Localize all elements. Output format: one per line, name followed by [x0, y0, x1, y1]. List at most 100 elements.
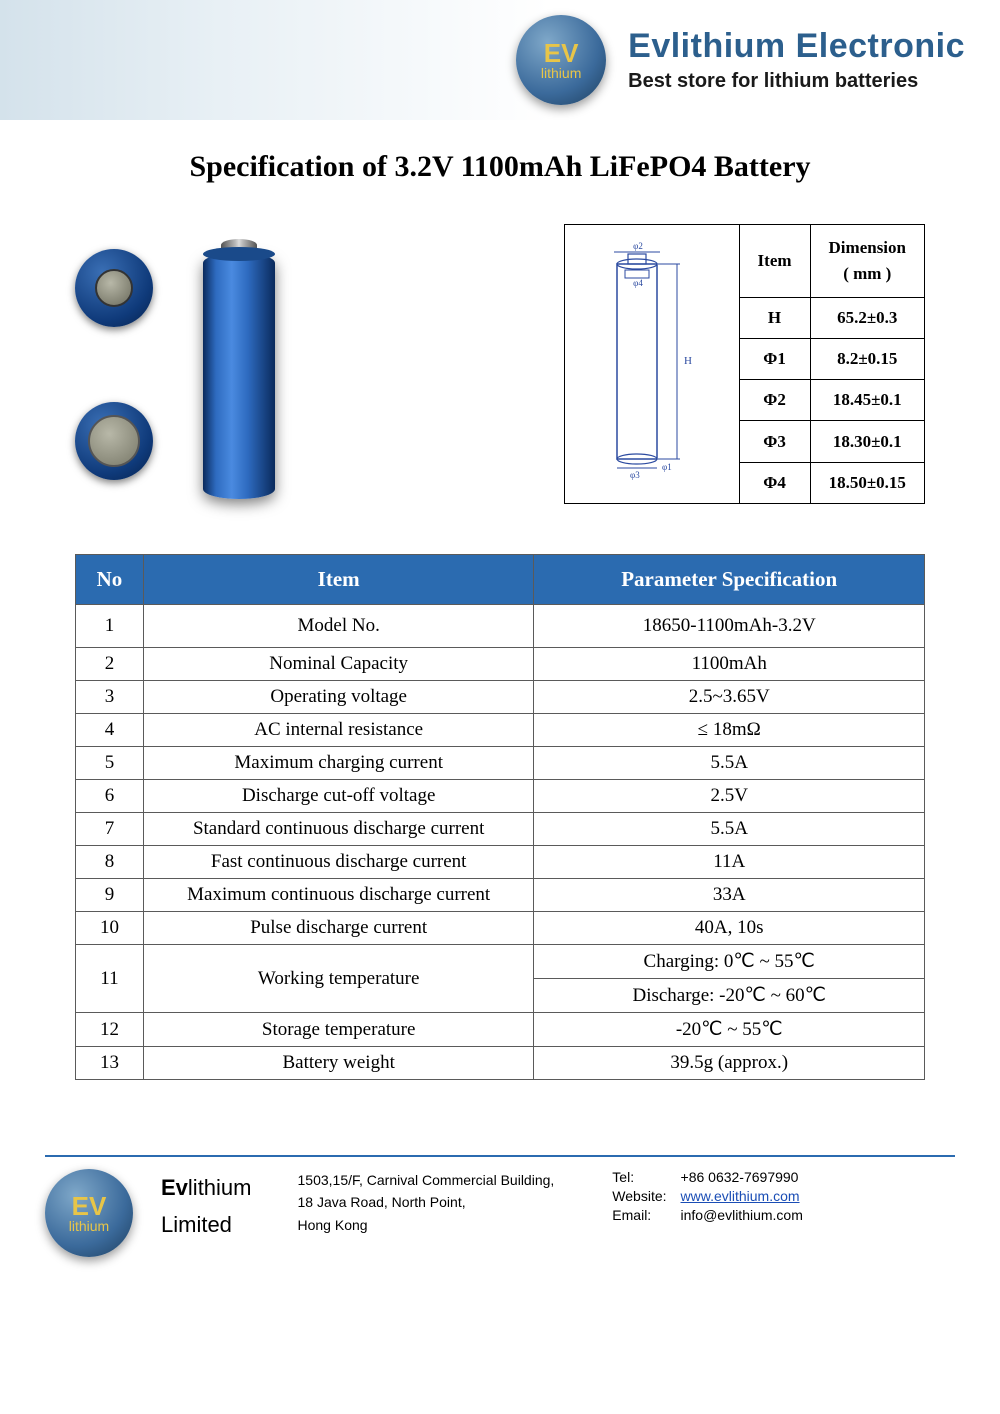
header-subtitle: Best store for lithium batteries: [628, 70, 965, 93]
spec-no: 2: [76, 648, 144, 681]
spec-param: ≤ 18mΩ: [534, 714, 925, 747]
spec-no: 1: [76, 605, 144, 648]
spec-item: Working temperature: [143, 945, 534, 1013]
spec-no: 12: [76, 1013, 144, 1047]
spec-row: 1Model No.18650-1100mAh-3.2V: [76, 605, 925, 648]
h-label: H: [684, 355, 692, 367]
phi4-label: φ4: [633, 278, 643, 288]
footer-logo: EV lithium: [45, 1169, 133, 1257]
spec-no: 4: [76, 714, 144, 747]
spec-item: AC internal resistance: [143, 714, 534, 747]
spec-head-param: Parameter Specification: [534, 555, 925, 605]
spec-head-item: Item: [143, 555, 534, 605]
header-title: Evlithium Electronic: [628, 27, 965, 66]
logo-ev-text: EV: [544, 40, 579, 66]
dim-label: Φ3: [740, 421, 810, 462]
spec-no: 8: [76, 846, 144, 879]
spec-row: 11Working temperatureCharging: 0℃ ~ 55℃: [76, 945, 925, 979]
footer: EV lithium Evlithium Limited 1503,15/F, …: [0, 1169, 1000, 1287]
header-logo: EV lithium: [516, 15, 606, 105]
spec-no: 13: [76, 1047, 144, 1080]
phi1-label: φ1: [662, 462, 672, 472]
spec-no: 9: [76, 879, 144, 912]
phi2-label: φ2: [633, 241, 643, 251]
dimension-block: φ2 φ4 H φ3 φ1 Item Dimension ( mm ): [564, 224, 925, 504]
dimension-table: Item Dimension ( mm ) H65.2±0.3Φ18.2±0.1…: [740, 225, 924, 503]
dimension-diagram: φ2 φ4 H φ3 φ1: [565, 225, 740, 503]
spec-item: Nominal Capacity: [143, 648, 534, 681]
spec-param: Discharge: -20℃ ~ 60℃: [534, 979, 925, 1013]
dim-label: H: [740, 297, 810, 338]
upper-section: φ2 φ4 H φ3 φ1 Item Dimension ( mm ): [75, 224, 925, 504]
dim-value: 18.50±0.15: [810, 462, 924, 503]
spec-row: 12Storage temperature-20℃ ~ 55℃: [76, 1013, 925, 1047]
header: EV lithium Evlithium Electronic Best sto…: [0, 0, 1000, 120]
header-text: Evlithium Electronic Best store for lith…: [628, 27, 965, 93]
spec-row: 2Nominal Capacity1100mAh: [76, 648, 925, 681]
tel-label: Tel:: [612, 1169, 666, 1185]
dim-label: Φ4: [740, 462, 810, 503]
spec-row: 3Operating voltage2.5~3.65V: [76, 681, 925, 714]
spec-param: 2.5~3.65V: [534, 681, 925, 714]
spec-param: 5.5A: [534, 813, 925, 846]
spec-param: Charging: 0℃ ~ 55℃: [534, 945, 925, 979]
web-label: Website:: [612, 1188, 666, 1204]
dim-value: 18.45±0.1: [810, 380, 924, 421]
spec-param: 18650-1100mAh-3.2V: [534, 605, 925, 648]
spec-item: Standard continuous discharge current: [143, 813, 534, 846]
spec-item: Storage temperature: [143, 1013, 534, 1047]
dimension-row: Φ418.50±0.15: [740, 462, 924, 503]
footer-divider: [45, 1155, 955, 1157]
footer-company: Evlithium Limited: [161, 1169, 252, 1244]
dim-head-item: Item: [740, 225, 810, 297]
email-value: info@evlithium.com: [681, 1207, 803, 1223]
spec-row: 4AC internal resistance≤ 18mΩ: [76, 714, 925, 747]
spec-param: 1100mAh: [534, 648, 925, 681]
footer-contact: Tel: +86 0632-7697990 Website: www.evlit…: [612, 1169, 803, 1223]
dimension-row: Φ218.45±0.1: [740, 380, 924, 421]
email-label: Email:: [612, 1207, 666, 1223]
spec-item: Fast continuous discharge current: [143, 846, 534, 879]
spec-head-no: No: [76, 555, 144, 605]
spec-row: 8Fast continuous discharge current11A: [76, 846, 925, 879]
spec-param: 5.5A: [534, 747, 925, 780]
spec-no: 6: [76, 780, 144, 813]
spec-no: 7: [76, 813, 144, 846]
logo-sub-text: lithium: [541, 66, 581, 80]
spec-row: 6Discharge cut-off voltage2.5V: [76, 780, 925, 813]
dimension-row: Φ318.30±0.1: [740, 421, 924, 462]
phi3-label: φ3: [630, 470, 640, 480]
spec-param: 40A, 10s: [534, 912, 925, 945]
spec-table: No Item Parameter Specification 1Model N…: [75, 554, 925, 1080]
dimension-row: Φ18.2±0.15: [740, 338, 924, 379]
web-link[interactable]: www.evlithium.com: [681, 1188, 800, 1204]
spec-row: 5Maximum charging current5.5A: [76, 747, 925, 780]
dimension-row: H65.2±0.3: [740, 297, 924, 338]
spec-param: -20℃ ~ 55℃: [534, 1013, 925, 1047]
spec-param: 39.5g (approx.): [534, 1047, 925, 1080]
spec-param: 11A: [534, 846, 925, 879]
battery-side-view: [203, 239, 275, 504]
spec-row: 10Pulse discharge current40A, 10s: [76, 912, 925, 945]
spec-no: 10: [76, 912, 144, 945]
spec-item: Battery weight: [143, 1047, 534, 1080]
battery-top-view: [75, 249, 153, 327]
spec-param: 2.5V: [534, 780, 925, 813]
battery-bottom-view: [75, 402, 153, 480]
dim-head-dimension: Dimension ( mm ): [810, 225, 924, 297]
spec-item: Maximum charging current: [143, 747, 534, 780]
spec-item: Model No.: [143, 605, 534, 648]
dim-value: 65.2±0.3: [810, 297, 924, 338]
dim-label: Φ2: [740, 380, 810, 421]
spec-row: 13Battery weight39.5g (approx.): [76, 1047, 925, 1080]
footer-address: 1503,15/F, Carnival Commercial Building,…: [298, 1169, 555, 1236]
spec-no: 11: [76, 945, 144, 1013]
spec-no: 5: [76, 747, 144, 780]
battery-views: [75, 224, 544, 504]
spec-row: 7Standard continuous discharge current5.…: [76, 813, 925, 846]
spec-no: 3: [76, 681, 144, 714]
spec-item: Operating voltage: [143, 681, 534, 714]
spec-item: Maximum continuous discharge current: [143, 879, 534, 912]
dim-label: Φ1: [740, 338, 810, 379]
spec-row: 9Maximum continuous discharge current33A: [76, 879, 925, 912]
